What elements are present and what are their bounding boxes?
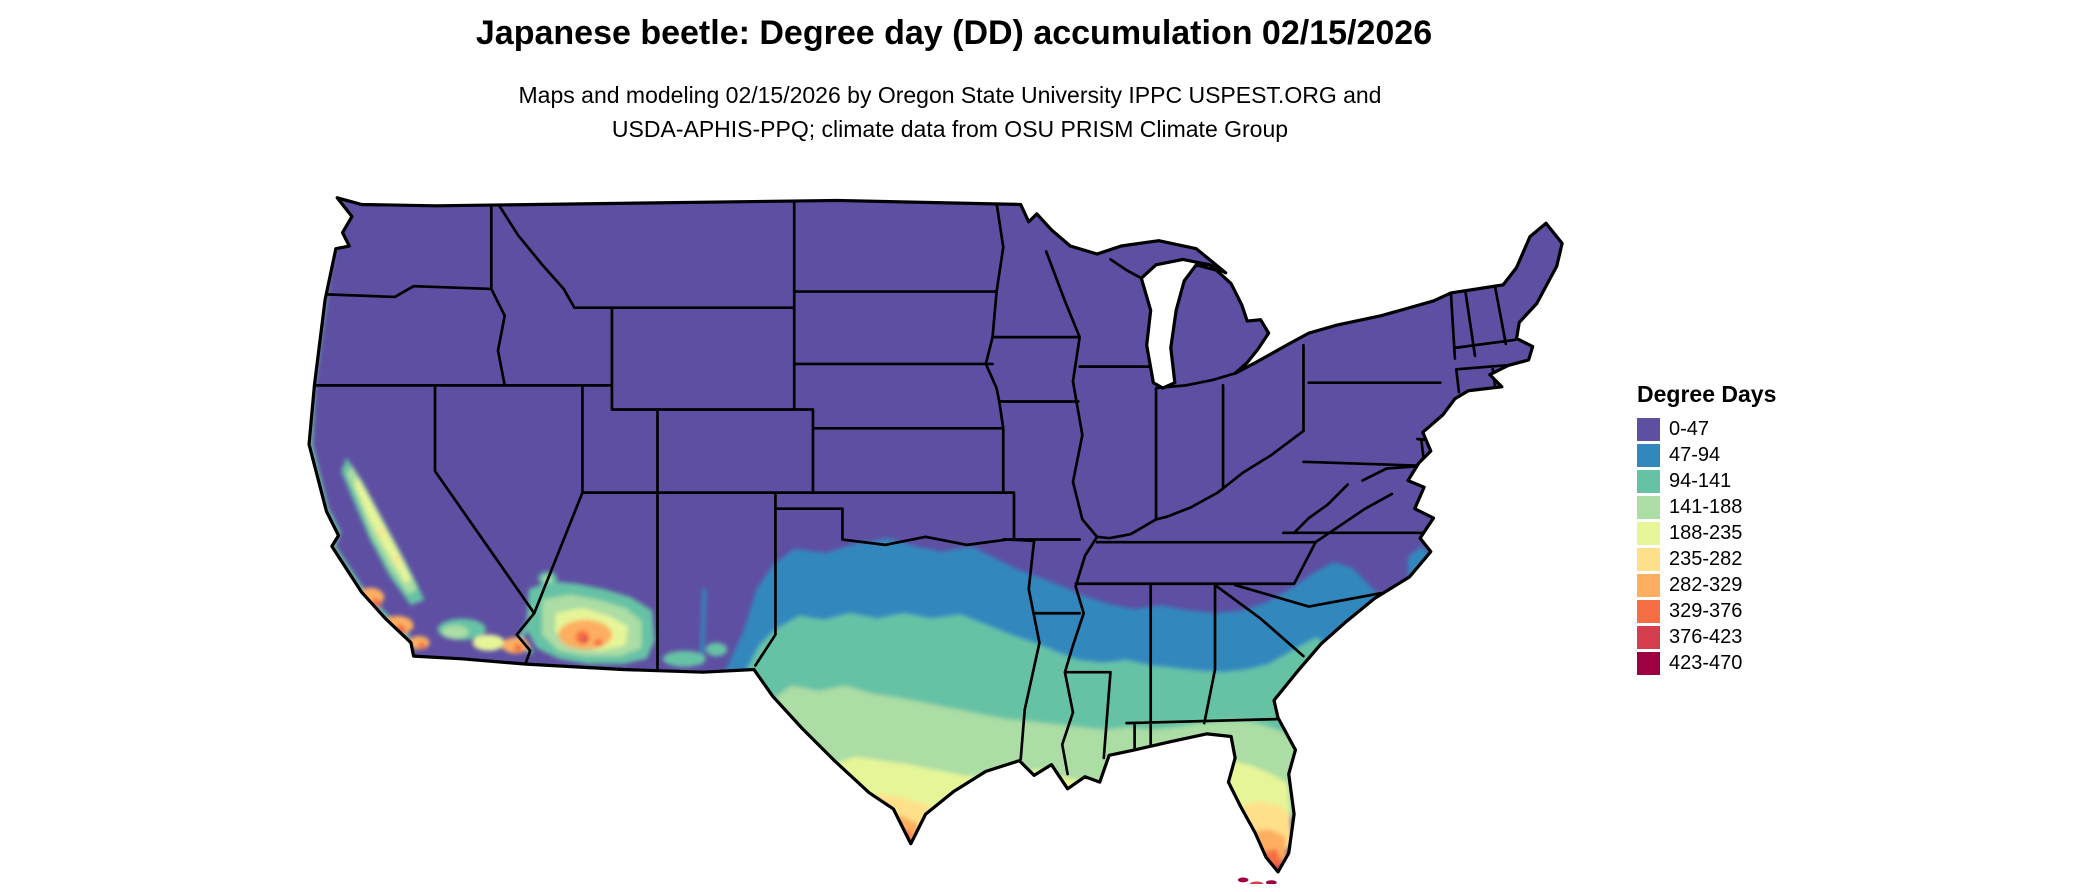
- legend-swatch: [1637, 495, 1660, 519]
- legend-title: Degree Days: [1637, 381, 1777, 407]
- legend-swatch: [1637, 443, 1660, 467]
- legend-label: 141-188: [1669, 496, 1743, 518]
- keys-dot-2: [1249, 881, 1264, 884]
- legend-label: 0-47: [1669, 418, 1710, 440]
- rio-grande-strip: [699, 589, 707, 665]
- legend-swatch: [1637, 599, 1660, 623]
- legend-swatch: [1637, 521, 1660, 545]
- legend-swatch: [1637, 469, 1660, 493]
- legend: Degree Days 0-47 47-94 94-141 141-188 188-23…: [1637, 381, 1776, 676]
- legend-item: 376-423: [1637, 624, 1776, 650]
- legend-swatch: [1637, 651, 1660, 675]
- keys-dot-1: [1237, 877, 1249, 883]
- az-deeporange-dot1: [575, 630, 590, 645]
- legend-label: 47-94: [1669, 444, 1721, 466]
- legend-item: 94-141: [1637, 468, 1776, 494]
- legend-item: 47-94: [1637, 442, 1776, 468]
- ca-deeporange-dot3: [418, 642, 425, 649]
- legend-item: 235-282: [1637, 546, 1776, 572]
- map-subtitle-line2: USDA-APHIS-PPQ; climate data from OSU PR…: [611, 116, 1289, 142]
- legend-label: 188-235: [1669, 522, 1743, 544]
- legend-label: 423-470: [1669, 652, 1743, 674]
- legend-item: 188-235: [1637, 520, 1776, 546]
- legend-label: 329-376: [1669, 600, 1743, 622]
- legend-item: 0-47: [1637, 416, 1776, 442]
- us-outline: [307, 196, 1564, 874]
- imperial-yellowgreen: [472, 634, 505, 651]
- legend-item: 423-470: [1637, 650, 1776, 676]
- socal-green: [441, 625, 469, 639]
- legend-swatch: [1637, 547, 1660, 571]
- page-title: Japanese beetle: Degree day (DD) accumul…: [475, 14, 1433, 52]
- us-degree-day-map: [301, 187, 1601, 884]
- legend-label: 376-423: [1669, 626, 1743, 648]
- legend-swatch: [1637, 625, 1660, 649]
- map-subtitle: Maps and modeling 02/15/2026 by Oregon S…: [519, 78, 1382, 146]
- legend-item: 141-188: [1637, 494, 1776, 520]
- map-subtitle-line1: Maps and modeling 02/15/2026 by Oregon S…: [518, 82, 1382, 108]
- legend-swatch: [1637, 417, 1660, 441]
- us-map-svg: [307, 196, 1564, 884]
- ca-red-dot1: [376, 603, 381, 608]
- imperial-deeporange-dot: [514, 644, 523, 653]
- keys-dot-3: [1265, 880, 1277, 884]
- legend-label: 235-282: [1669, 548, 1743, 570]
- legend-label: 94-141: [1669, 470, 1732, 492]
- degree-day-raster: [309, 197, 1563, 872]
- legend-item: 329-376: [1637, 598, 1776, 624]
- legend-label: 282-329: [1669, 574, 1743, 596]
- florida-keys: [1237, 877, 1277, 884]
- valley-yellow-dot: [378, 529, 385, 537]
- nm-south-teal2: [705, 642, 728, 657]
- nm-south-teal: [662, 650, 706, 667]
- state-borders: [310, 201, 1517, 776]
- legend-swatch: [1637, 573, 1660, 597]
- valley-yellow-dot2: [394, 556, 401, 563]
- legend-item: 282-329: [1637, 572, 1776, 598]
- az-deeporange-dot2: [594, 638, 603, 647]
- legend-items: 0-47 47-94 94-141 141-188 188-235 235-282 282-…: [1637, 416, 1776, 676]
- az-red-dot: [582, 637, 588, 643]
